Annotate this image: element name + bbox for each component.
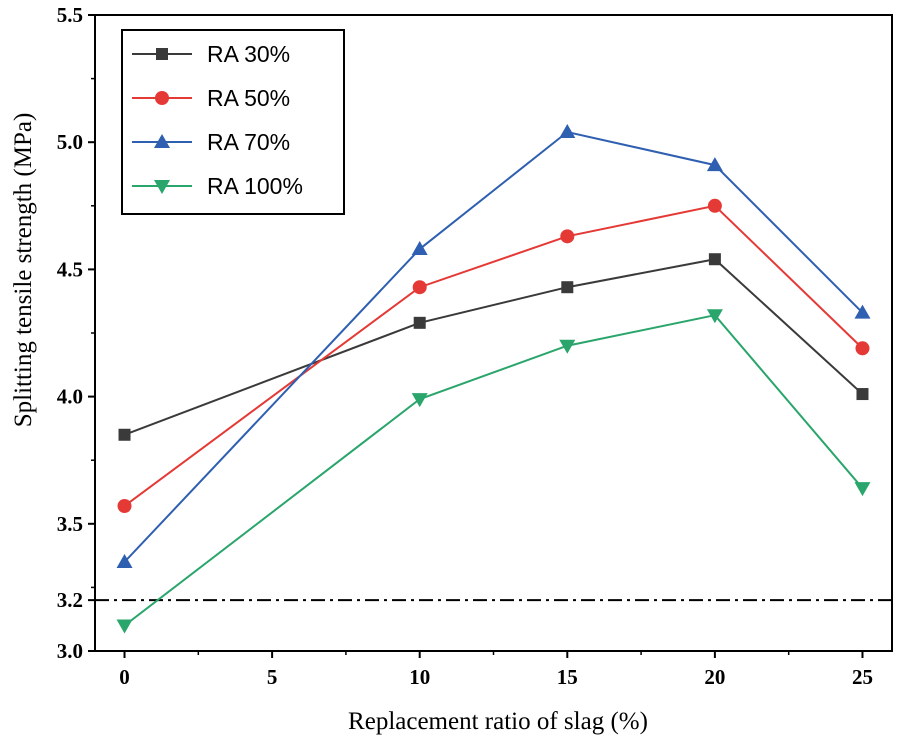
series-line-ra-100 [123, 314, 864, 627]
data-point-ra-30 [561, 281, 574, 294]
y-tick-label: 3.5 [57, 512, 83, 536]
data-point-ra-30 [413, 316, 426, 329]
data-point-ra-100 [411, 393, 428, 408]
series-line-ra-50 [123, 204, 864, 507]
legend-label-ra-100: RA 100% [207, 173, 303, 199]
data-point-ra-30 [118, 428, 131, 441]
data-point-ra-70 [854, 304, 871, 319]
data-point-ra-30 [856, 388, 869, 401]
y-tick-label: 5.0 [57, 130, 83, 154]
data-point-ra-50 [117, 498, 132, 513]
data-point-ra-70 [706, 157, 723, 172]
data-point-ra-70 [559, 124, 576, 139]
data-point-ra-30 [708, 253, 721, 266]
x-tick-label: 0 [119, 665, 130, 689]
data-point-ra-70 [411, 241, 428, 256]
legend: RA 30% RA 50% RA 70% RA 100% [121, 29, 345, 215]
legend-marker-ra-70 [154, 134, 170, 148]
legend-marker-ra-50 [155, 91, 169, 105]
series-ra-30 [118, 253, 869, 441]
x-tick-label: 25 [852, 665, 873, 689]
legend-marker-ra-100 [154, 180, 170, 194]
data-point-ra-70 [116, 553, 133, 568]
x-tick-label: 20 [704, 665, 725, 689]
data-point-ra-100 [559, 339, 576, 354]
x-axis-title: Replacement ratio of slag (%) [348, 708, 648, 735]
data-point-ra-100 [706, 309, 723, 324]
legend-marker-ra-30 [156, 48, 168, 60]
y-tick-label: 4.0 [57, 385, 83, 409]
y-tick-label: 3.0 [57, 639, 83, 663]
data-point-ra-50 [707, 198, 722, 213]
data-point-ra-50 [855, 341, 870, 356]
data-point-ra-50 [560, 229, 575, 244]
y-axis-title: Splitting tensile strength (MPa) [10, 113, 37, 428]
x-tick-label: 5 [267, 665, 278, 689]
y-tick-label: 3.2 [57, 588, 83, 612]
series-ra-100 [116, 309, 871, 634]
data-point-ra-50 [412, 280, 427, 295]
legend-label-ra-50: RA 50% [207, 85, 290, 111]
data-point-ra-100 [854, 482, 871, 497]
y-tick-label: 5.5 [57, 3, 83, 27]
x-tick-label: 15 [557, 665, 578, 689]
data-point-ra-100 [116, 619, 133, 634]
series-ra-50 [117, 198, 870, 513]
series-ra-70 [116, 124, 871, 568]
legend-label-ra-70: RA 70% [207, 129, 290, 155]
y-tick-label: 4.5 [57, 257, 83, 281]
x-tick-label: 10 [409, 665, 430, 689]
series-line-ra-30 [124, 258, 864, 436]
legend-label-ra-30: RA 30% [207, 41, 290, 67]
